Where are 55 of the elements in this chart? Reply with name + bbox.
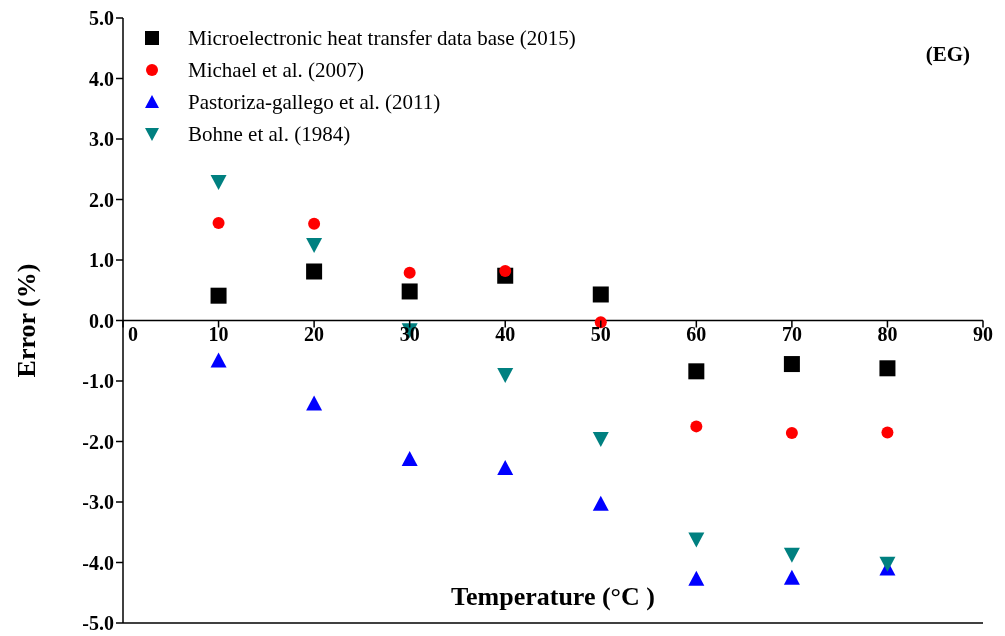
point [688, 532, 705, 548]
point [210, 352, 227, 368]
y-tick-label: -5.0 [82, 612, 114, 635]
x-tick-label: 40 [495, 322, 516, 345]
y-tick-label: 2.0 [89, 188, 114, 211]
point [592, 286, 609, 303]
point [783, 547, 800, 563]
y-axis-title: Error (%) [12, 263, 42, 378]
x-tick-label: 20 [304, 322, 325, 345]
x-tick-label: 60 [686, 322, 707, 345]
point [783, 569, 800, 585]
point [401, 451, 418, 467]
annotation: (EG) [925, 42, 970, 67]
point [785, 427, 798, 440]
y-tick-label: 5.0 [89, 7, 114, 30]
point [401, 283, 418, 300]
y-tick-label: 0.0 [89, 309, 114, 332]
x-tick-label: 80 [877, 322, 898, 345]
y-tick-label: -4.0 [82, 551, 114, 574]
point [879, 556, 896, 572]
y-tick-label: 3.0 [89, 128, 114, 151]
point [688, 363, 705, 380]
x-tick-label: 50 [590, 322, 611, 345]
point [881, 426, 894, 439]
y-tick-label: -1.0 [82, 370, 114, 393]
point [879, 360, 896, 377]
point [403, 266, 416, 279]
legend-label: Microelectronic heat transfer data base (2015) [188, 25, 576, 52]
point [497, 460, 514, 476]
point [210, 174, 227, 190]
y-tick-label: -2.0 [82, 430, 114, 453]
x-tick-label: 0 [128, 322, 138, 345]
x-tick-label: 70 [781, 322, 802, 345]
point [306, 395, 323, 411]
legend-label: Pastoriza-gallego et al. (2011) [188, 89, 441, 116]
point [306, 263, 323, 280]
point [592, 495, 609, 511]
point [783, 356, 800, 373]
point [690, 420, 703, 433]
x-tick-label: 10 [208, 322, 229, 345]
point [212, 217, 225, 230]
point [497, 367, 514, 383]
legend-label: Michael et al. (2007) [188, 57, 365, 84]
legend-label: Bohne et al. (1984) [188, 121, 351, 148]
point [499, 264, 512, 277]
x-axis-title: Temperature (°C ) [451, 582, 655, 611]
point [592, 432, 609, 448]
point [306, 237, 323, 253]
x-tick-label: 90 [973, 322, 993, 345]
y-tick-label: -3.0 [82, 491, 114, 514]
y-tick-label: 4.0 [89, 67, 114, 90]
y-tick-label: 1.0 [89, 249, 114, 272]
point [308, 217, 321, 230]
point [688, 570, 705, 586]
point [210, 287, 227, 304]
